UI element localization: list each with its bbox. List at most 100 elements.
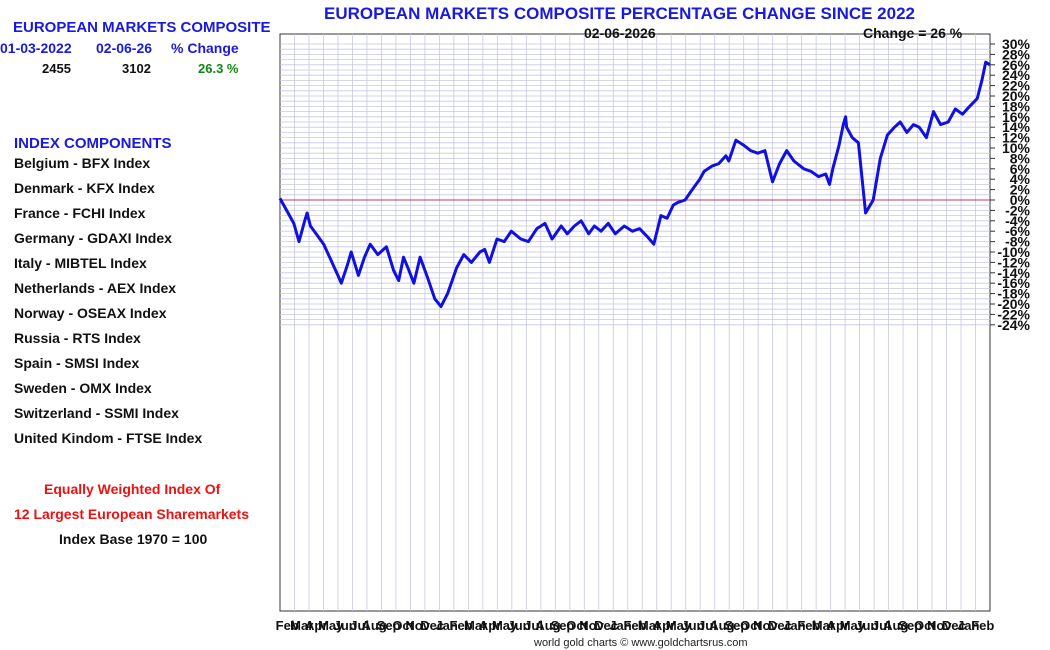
note-line-2: 12 Largest European Sharemarkets [14,506,249,522]
components-heading: INDEX COMPONENTS [14,135,172,152]
y-tick-label: 14% [1002,119,1031,135]
component-item: France - FCHI Index [14,205,146,221]
y-tick-label: -2% [1005,202,1030,218]
x-tick-label: Apr [305,618,327,633]
x-tick-label: Jun [855,618,878,633]
x-tick-label: Sep [377,618,401,633]
plot-area [279,33,991,612]
summary-end-value: 3102 [122,61,151,76]
note-line-3: Index Base 1970 = 100 [59,531,208,547]
y-tick-label: -8% [1005,234,1030,250]
component-item: Spain - SMSI Index [14,355,140,371]
x-tick-label: Mar [464,618,487,633]
y-axis-ticks: 30%28%26%24%22%20%18%16%14%12%10%8%6%4%2… [990,36,1031,333]
y-tick-label: 30% [1002,36,1031,52]
x-tick-label: Aug [362,618,387,633]
y-tick-label: -18% [997,286,1030,302]
x-axis-ticks: FebMarAprMayJunJulAugSepOctNovDecJanFebM… [276,618,995,633]
x-tick-label: Jul [524,618,543,633]
component-item: Sweden - OMX Index [14,380,152,396]
chart-date-label: 02-06-2026 [584,25,656,41]
summary-change-header: % Change [171,40,239,56]
y-tick-label: 20% [1002,88,1031,104]
summary-start-value: 2455 [42,61,71,76]
y-tick-label: 8% [1010,150,1031,166]
y-tick-label: 12% [1002,130,1031,146]
x-tick-label: Aug [883,618,908,633]
chart-change-label: Change = 26 % [863,25,963,41]
y-tick-label: -6% [1005,223,1030,239]
x-tick-label: Mar [638,618,661,633]
y-tick-label: 26% [1002,57,1031,73]
x-tick-label: Sep [898,618,922,633]
x-tick-label: Oct [914,618,936,633]
x-tick-label: Apr [479,618,501,633]
x-tick-label: Nov [753,618,778,633]
x-tick-label: Jun [508,618,531,633]
x-tick-label: Aug [535,618,560,633]
y-tick-label: 4% [1010,171,1031,187]
x-tick-label: Oct [392,618,414,633]
y-tick-label: 22% [1002,78,1031,94]
y-tick-label: -10% [997,244,1030,260]
y-tick-label: 10% [1002,140,1031,156]
component-item: Switzerland - SSMI Index [14,405,179,421]
x-tick-label: Jul [698,618,717,633]
x-tick-label: Dec [942,618,966,633]
summary-name: EUROPEAN MARKETS COMPOSITE [13,19,271,36]
x-tick-label: Mar [812,618,835,633]
y-tick-label: 2% [1010,182,1031,198]
x-tick-label: Jul [350,618,369,633]
x-tick-label: Aug [709,618,734,633]
summary-start-date: 01-03-2022 [0,40,72,56]
y-tick-label: -24% [997,317,1030,333]
summary-end-date: 02-06-26 [96,40,153,56]
x-tick-label: Nov [927,618,952,633]
x-tick-label: Dec [420,618,444,633]
component-item: Russia - RTS Index [14,330,141,346]
x-tick-label: Sep [725,618,749,633]
component-item: Netherlands - AEX Index [14,280,177,296]
x-tick-label: May [666,618,692,633]
grid [280,34,990,611]
note-line-1: Equally Weighted Index Of [44,481,221,497]
x-tick-label: Apr [653,618,675,633]
x-tick-label: Oct [566,618,588,633]
footer-credit: world gold charts © www.goldchartsrus.co… [534,637,748,649]
y-tick-label: 0% [1010,192,1031,208]
y-tick-label: -14% [997,265,1030,281]
x-tick-label: Jan [435,618,457,633]
y-tick-label: -4% [1005,213,1030,229]
y-tick-label: -16% [997,275,1030,291]
x-tick-label: Mar [290,618,313,633]
x-tick-label: Feb [797,618,820,633]
component-item: Italy - MIBTEL Index [14,255,147,271]
y-tick-label: 16% [1002,109,1031,125]
x-tick-label: Jun [681,618,704,633]
chart-title: EUROPEAN MARKETS COMPOSITE PERCENTAGE CH… [324,4,915,23]
component-item: United Kindom - FTSE Index [14,430,203,446]
x-tick-label: Jan [957,618,979,633]
y-tick-label: 24% [1002,67,1031,83]
component-item: Norway - OSEAX Index [14,305,167,321]
component-item: Denmark - KFX Index [14,180,155,196]
x-tick-label: Nov [579,618,604,633]
x-tick-label: Oct [740,618,762,633]
x-tick-label: Feb [276,618,299,633]
y-tick-label: -12% [997,254,1030,270]
series-line [278,60,991,309]
x-tick-label: Feb [971,618,994,633]
x-tick-label: Apr [827,618,849,633]
y-tick-label: 28% [1002,46,1031,62]
y-tick-label: -22% [997,306,1030,322]
x-tick-label: Dec [594,618,618,633]
x-tick-label: Jan [783,618,805,633]
y-tick-label: 6% [1010,161,1031,177]
x-tick-label: Sep [551,618,575,633]
summary-change-value: 26.3 % [198,61,239,76]
x-tick-label: May [492,618,518,633]
x-tick-label: May [840,618,866,633]
x-tick-label: Jun [334,618,357,633]
x-tick-label: Jul [872,618,891,633]
